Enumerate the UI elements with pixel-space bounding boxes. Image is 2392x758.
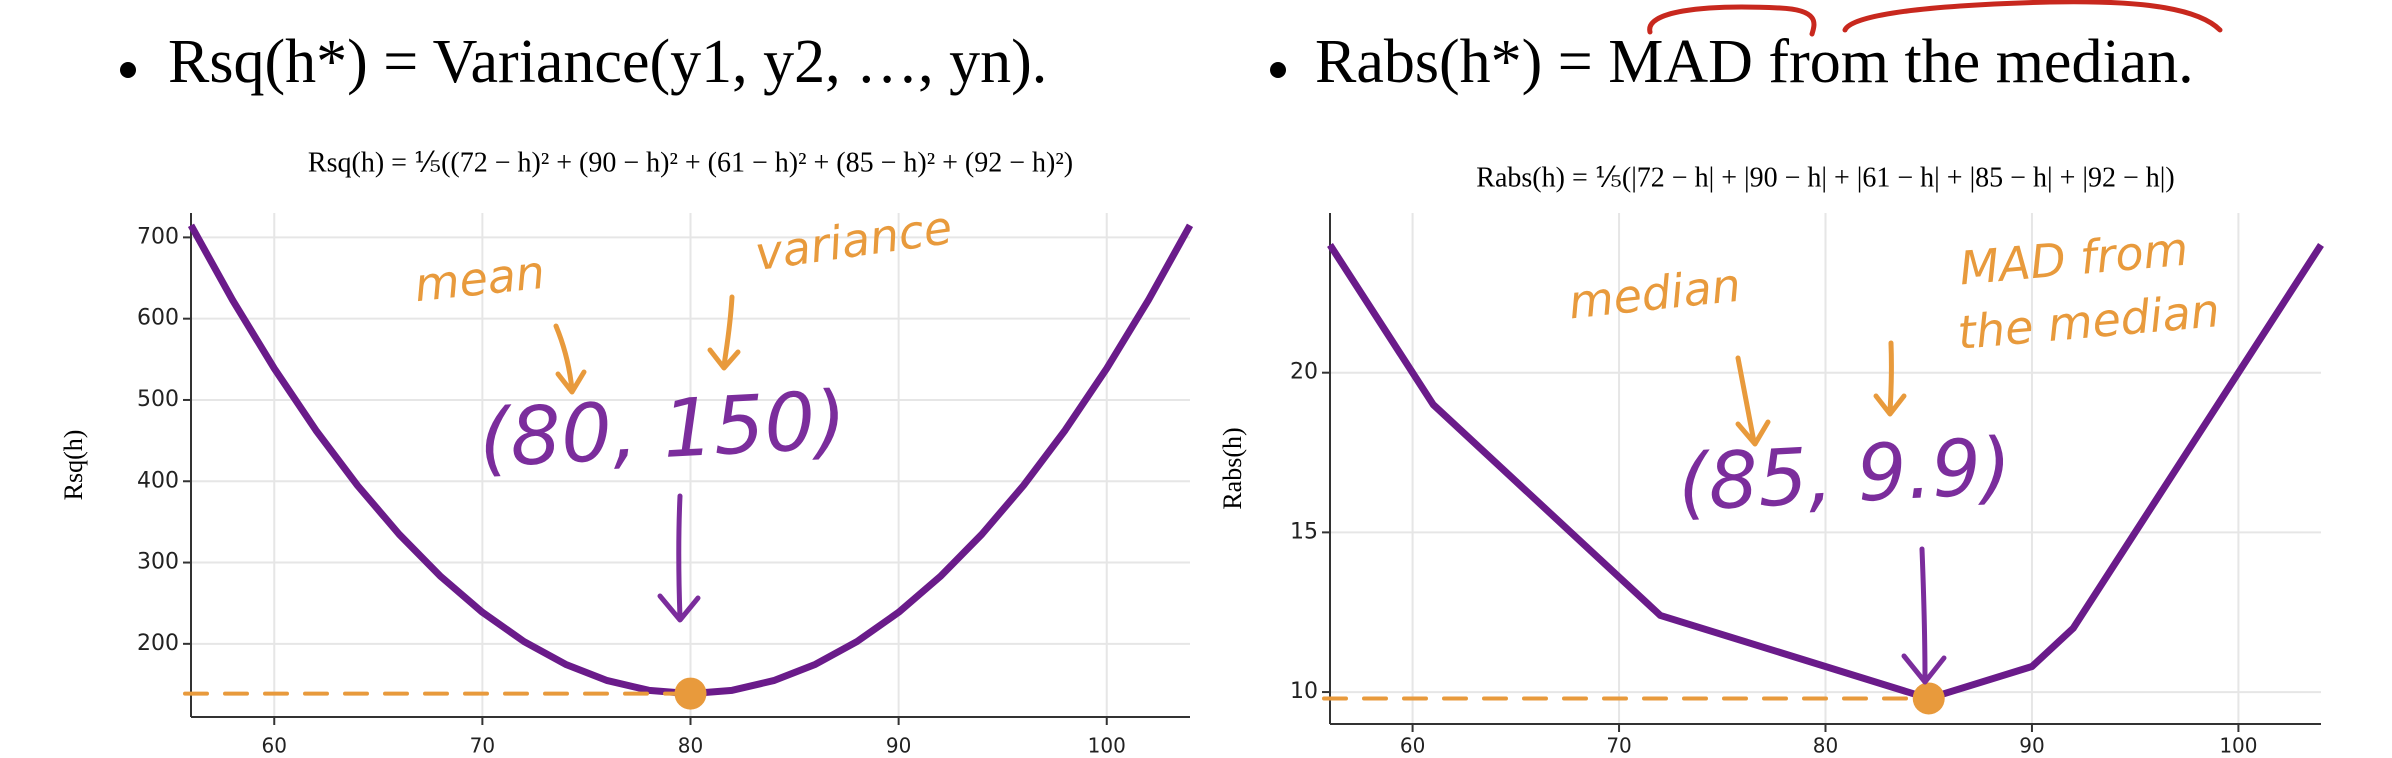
x-tick-label: 100 <box>1088 734 1126 758</box>
bullet-text: Rsq(h*) = Variance(y1, y2, …, yn). <box>168 28 1047 96</box>
x-tick-label: 90 <box>2019 734 2044 758</box>
bullet-dot <box>1270 62 1286 78</box>
y-tick-label: 20 <box>1290 360 1318 385</box>
annotation-arrow <box>1901 546 1947 685</box>
red-scribble <box>1647 0 2223 37</box>
annotation-arrow <box>1873 340 1907 417</box>
x-tick-label: 80 <box>1813 734 1838 758</box>
y-tick-label: 400 <box>137 468 179 493</box>
y-tick-label: 200 <box>137 631 179 656</box>
y-tick-label: 300 <box>137 550 179 575</box>
annotation-arrow <box>1735 355 1771 447</box>
x-tick-label: 60 <box>262 734 287 758</box>
chart-title: Rabs(h) = ⅕(|72 − h| + |90 − h| + |61 − … <box>1476 162 2174 193</box>
y-tick-label: 500 <box>137 387 179 412</box>
annotation-arrow <box>657 493 701 623</box>
x-tick-label: 70 <box>1606 734 1631 758</box>
y-tick-label: 15 <box>1290 519 1318 544</box>
annotation: (80, 150) <box>477 373 849 485</box>
annotation-arrow <box>553 323 587 395</box>
highlight-point <box>1912 682 1945 715</box>
chart-title: Rsq(h) = ⅕((72 − h)² + (90 − h)² + (61 −… <box>308 147 1073 178</box>
annotation: (85, 9.9) <box>1676 422 2014 529</box>
y-axis-label: Rsq(h) <box>59 430 88 501</box>
x-tick-label: 100 <box>2219 734 2257 758</box>
x-tick-label: 90 <box>886 734 911 758</box>
x-tick-label: 60 <box>1400 734 1425 758</box>
y-tick-label: 10 <box>1290 679 1318 704</box>
annotation-arrow <box>707 294 741 371</box>
y-axis-label: Rabs(h) <box>1218 427 1247 509</box>
x-tick-label: 80 <box>678 734 703 758</box>
highlight-point <box>674 677 707 710</box>
y-tick-label: 600 <box>137 306 179 331</box>
bullet-text: Rabs(h*) = MAD from the median. <box>1315 28 2194 96</box>
x-tick-label: 70 <box>470 734 495 758</box>
y-tick-label: 700 <box>137 224 179 249</box>
bullet-dot <box>120 62 136 78</box>
